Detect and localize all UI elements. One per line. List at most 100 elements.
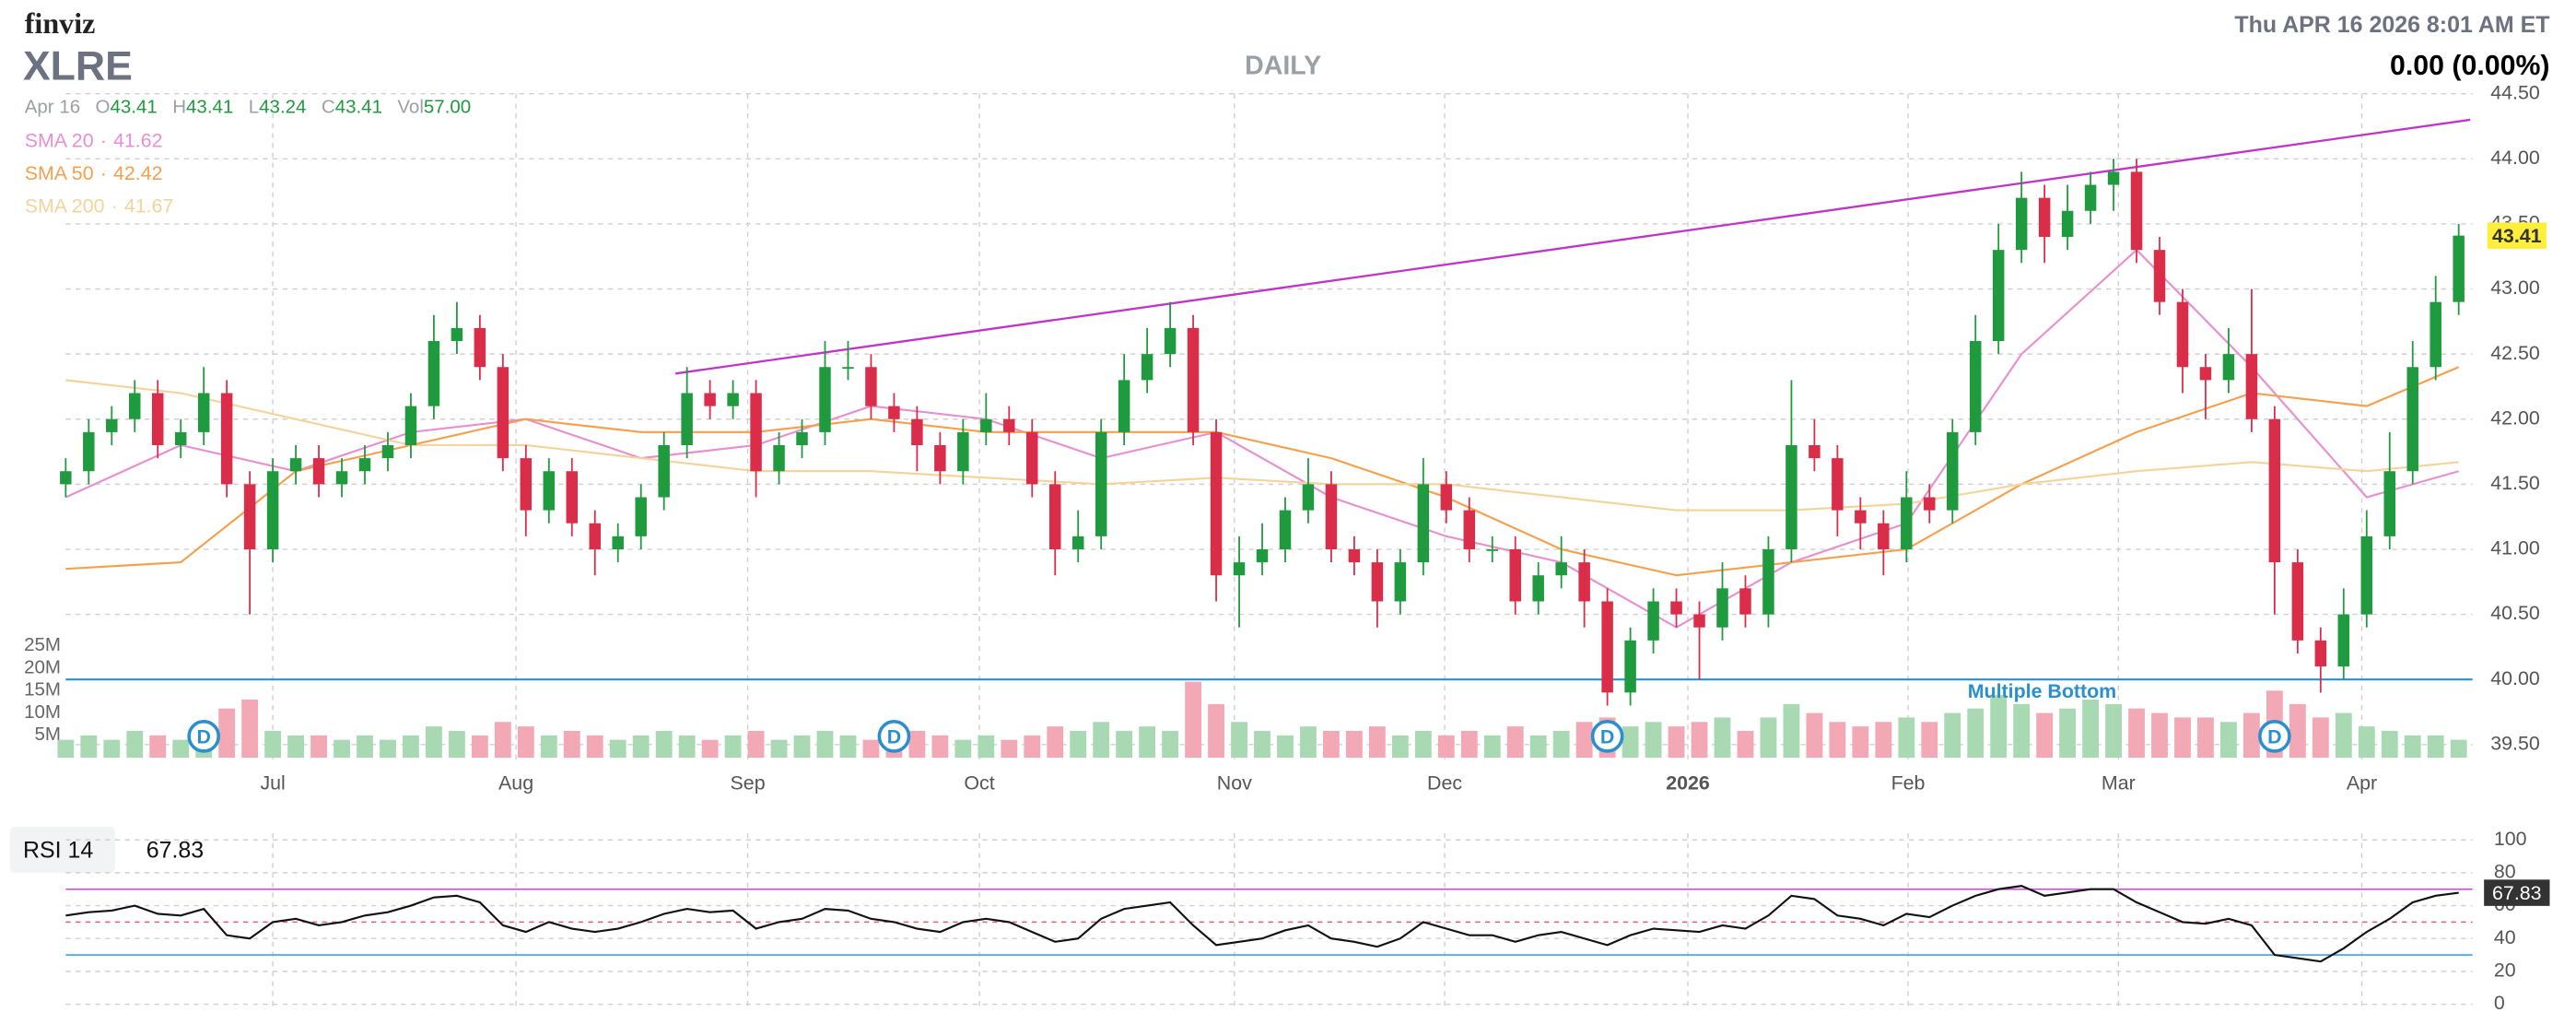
candle-body (543, 471, 556, 511)
candle-body (451, 327, 463, 342)
candle-body (106, 418, 118, 432)
dividend-marker: D (2258, 720, 2291, 753)
candle-body (2222, 354, 2235, 381)
quote-value: 43.24 (259, 97, 306, 118)
dividend-label: D (1600, 725, 1614, 748)
candle-body (2406, 367, 2418, 472)
volume-bar (1921, 722, 1938, 759)
volume-bar (1506, 726, 1524, 759)
price-tag-label: 43.41 (2492, 225, 2542, 247)
candle-body (289, 458, 302, 472)
candle-body (1762, 548, 1774, 615)
ticker: XLRE (23, 44, 133, 89)
volume-bar (2036, 712, 2054, 759)
candle-body (658, 444, 670, 498)
candle-body (1670, 601, 1682, 615)
volume-bar (1024, 735, 1041, 759)
logo[interactable]: finviz (25, 6, 96, 40)
volume-bar (1552, 730, 1570, 759)
candle-body (151, 393, 164, 445)
volume-bar (1185, 681, 1201, 759)
candle-body (1440, 484, 1453, 511)
volume-bar (1001, 739, 1018, 759)
candle-body (1901, 497, 1913, 549)
sma-name: SMA 50 (25, 162, 94, 184)
candle-body (174, 431, 187, 445)
volume-tick-label: 5M (34, 724, 60, 745)
candle-body (2337, 614, 2350, 667)
volume-bar (2381, 730, 2398, 759)
sma-value: 41.62 (113, 129, 163, 151)
candle-body (1048, 484, 1061, 549)
dividend-marker: D (877, 720, 911, 753)
volume-bar (2404, 735, 2421, 759)
candle-body (612, 536, 624, 549)
quote-label: L (249, 97, 259, 118)
volume-bar (563, 730, 580, 759)
candle-body (1601, 601, 1613, 693)
volume-tick-label: 25M (24, 634, 61, 655)
dividend-label: D (887, 725, 901, 748)
volume-bar (978, 735, 995, 759)
y-tick-label: 40.50 (2490, 602, 2540, 624)
candle-body (1118, 380, 1130, 432)
candle-body (129, 393, 141, 419)
volume-bar (1737, 730, 1754, 759)
candle-body (1946, 431, 1959, 511)
volume-bar (2335, 712, 2352, 759)
rsi-tick-label: 80 (2494, 861, 2516, 883)
volume-bar (2151, 712, 2168, 759)
x-tick-label: Aug (498, 771, 533, 794)
volume-bar (632, 735, 650, 759)
dividend-label: D (2267, 725, 2281, 748)
volume-bar (2242, 712, 2260, 759)
candle-body (1509, 548, 1521, 602)
candle-body (1532, 575, 1544, 602)
volume-bar (2450, 739, 2467, 759)
volume-bar (126, 730, 144, 759)
sma-line (65, 379, 2459, 512)
x-tick-label: Apr (2347, 771, 2377, 794)
volume-bar (1208, 703, 1224, 759)
candle-body (335, 471, 348, 485)
volume-bar (1944, 712, 1961, 759)
volume-bar (1070, 730, 1087, 759)
volume-bar (380, 739, 396, 759)
volume-bar (1093, 722, 1110, 759)
volume-bar (1483, 735, 1501, 759)
volume-bar (678, 735, 696, 759)
candle-body (2360, 536, 2373, 615)
x-tick-label: Nov (1217, 771, 1252, 794)
candle-body (83, 431, 95, 472)
candle-body (589, 523, 601, 549)
sma-sep: · (100, 129, 107, 151)
sma-value: 41.67 (124, 194, 174, 217)
volume-bar (908, 730, 926, 759)
volume-bar (1691, 722, 1708, 759)
volume-bar (931, 735, 949, 759)
y-tick-label: 39.50 (2490, 732, 2540, 754)
candle-body (635, 497, 647, 536)
rsi-value: 67.83 (146, 837, 204, 863)
candle-body (681, 393, 693, 445)
volume-tick-label: 20M (24, 656, 61, 677)
candle-body (2153, 250, 2166, 302)
volume-bar (1875, 722, 1892, 759)
candle-body (1555, 562, 1567, 576)
volume-bar (1254, 730, 1270, 759)
volume-bar (770, 739, 788, 759)
candle-body (2038, 197, 2051, 238)
volume-bar (403, 735, 419, 759)
dividend-circle (187, 720, 221, 753)
candle-body (1486, 548, 1498, 551)
volume-bar (1645, 722, 1662, 759)
candle-body (1371, 562, 1384, 602)
candle-body (1739, 588, 1751, 615)
candle-body (704, 393, 716, 406)
candle-body (266, 471, 279, 549)
volume-bar (1714, 717, 1731, 759)
timeframe: DAILY (1245, 52, 1321, 81)
candle-body (1187, 327, 1200, 432)
candle-body (888, 406, 900, 419)
